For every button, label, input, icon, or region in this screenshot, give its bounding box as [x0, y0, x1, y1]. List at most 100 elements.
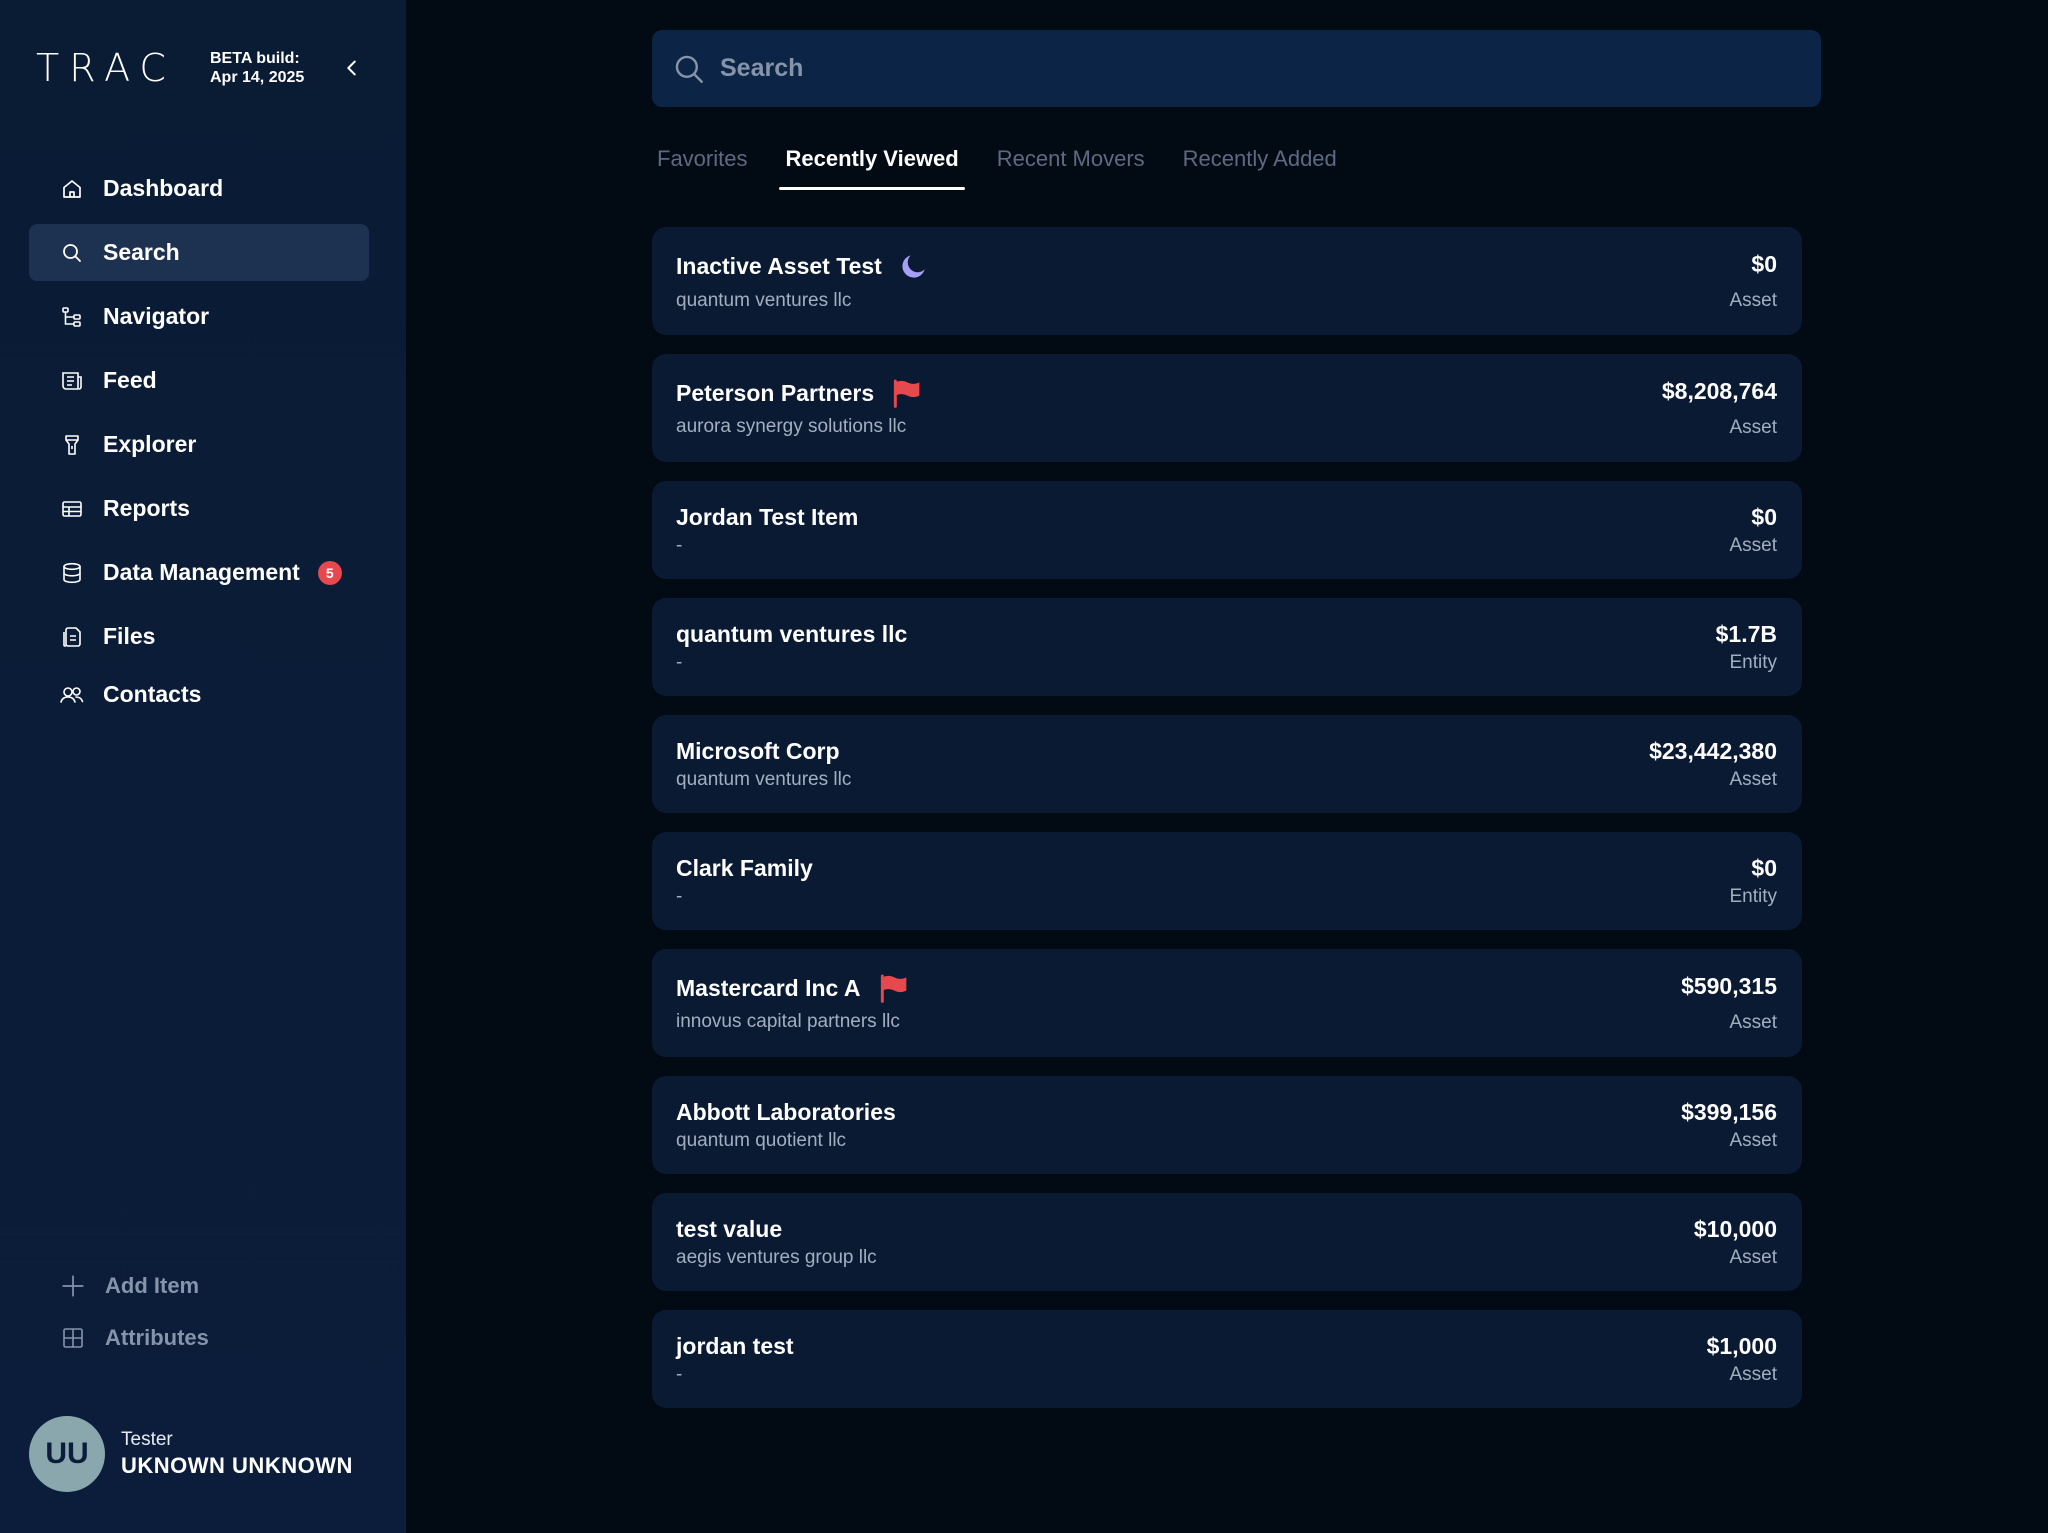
- list-item-type: Entity: [1729, 651, 1777, 673]
- list-item-subtitle: -: [676, 885, 683, 907]
- tab-recently-added[interactable]: Recently Added: [1182, 146, 1337, 171]
- list-item-subtitle: -: [676, 1363, 683, 1385]
- sidebar-item-search[interactable]: Search: [29, 224, 369, 281]
- user-text: Tester UKNOWN UNKNOWN: [121, 1429, 353, 1479]
- sidebar-item-label: Contacts: [103, 681, 202, 707]
- list-item-subtitle: aurora synergy solutions llc: [676, 416, 907, 437]
- tab-bar: Favorites Recently Viewed Recent Movers …: [657, 140, 1375, 190]
- list-item-title: Microsoft Corp: [676, 737, 840, 764]
- flag-icon: [890, 378, 922, 408]
- trac-logo: TRAC: [36, 46, 176, 90]
- sidebar-item-files[interactable]: Files: [29, 608, 369, 665]
- list-item-type: Asset: [1729, 1129, 1777, 1151]
- tab-recent-movers[interactable]: Recent Movers: [996, 146, 1145, 171]
- user-name: UKNOWN UNKNOWN: [121, 1453, 353, 1478]
- recently-viewed-list: Inactive Asset Test quantum ventures llc…: [652, 227, 1802, 1427]
- list-item-value: $1.7B: [1715, 620, 1777, 647]
- list-item-left: Mastercard Inc A innovus capital partner…: [676, 973, 909, 1033]
- list-item[interactable]: Peterson Partners aurora synergy solutio…: [652, 354, 1802, 462]
- home-icon: [59, 176, 85, 202]
- list-item-title: Inactive Asset Test: [676, 252, 882, 279]
- list-item-value: $0: [1751, 854, 1777, 881]
- contacts-icon: [59, 682, 85, 708]
- user-profile[interactable]: UU Tester UKNOWN UNKNOWN: [29, 1416, 353, 1492]
- list-item-type: Asset: [1729, 1246, 1777, 1268]
- sidebar-item-label: Files: [103, 623, 156, 649]
- list-item-left: Microsoft Corp quantum ventures llc: [676, 738, 851, 791]
- add-item-label: Add Item: [105, 1273, 200, 1298]
- sidebar-item-label: Dashboard: [103, 175, 224, 201]
- database-icon: [59, 560, 85, 586]
- sidebar-item-explorer[interactable]: Explorer: [29, 416, 369, 473]
- list-item[interactable]: Inactive Asset Test quantum ventures llc…: [652, 227, 1802, 335]
- list-item-value: $8,208,764: [1661, 377, 1777, 404]
- table-icon: [59, 496, 85, 522]
- list-item[interactable]: Mastercard Inc A innovus capital partner…: [652, 949, 1802, 1057]
- search-bar: [652, 30, 1821, 107]
- notification-badge: 5: [317, 560, 342, 585]
- list-item-right: $0 Entity: [1729, 855, 1777, 908]
- list-item-right: $1,000 Asset: [1707, 1333, 1777, 1386]
- list-item-left: Jordan Test Item -: [676, 504, 858, 557]
- list-item[interactable]: Microsoft Corp quantum ventures llc $23,…: [652, 715, 1802, 813]
- avatar: UU: [29, 1416, 105, 1492]
- search-input[interactable]: [720, 54, 1821, 83]
- brand-row: TRAC BETA build: Apr 14, 2025: [36, 46, 370, 90]
- list-item[interactable]: Clark Family - $0 Entity: [652, 832, 1802, 930]
- list-item[interactable]: Jordan Test Item - $0 Asset: [652, 481, 1802, 579]
- list-item-type: Asset: [1729, 416, 1777, 438]
- list-item-title: test value: [676, 1215, 783, 1242]
- sidebar-item-data-management[interactable]: Data Management 5: [29, 544, 369, 601]
- list-item-left: Clark Family -: [676, 855, 813, 908]
- main-content: Favorites Recently Viewed Recent Movers …: [406, 0, 2048, 1533]
- user-role: Tester: [121, 1429, 173, 1450]
- list-item-value: $23,442,380: [1649, 737, 1777, 764]
- sidebar: TRAC BETA build: Apr 14, 2025 Dashboard …: [0, 0, 406, 1533]
- search-icon: [59, 240, 85, 266]
- list-item-type: Asset: [1729, 534, 1777, 556]
- sidebar-item-contacts[interactable]: Contacts: [29, 666, 369, 723]
- list-item-title-row: Mastercard Inc A: [676, 973, 909, 1003]
- sidebar-item-feed[interactable]: Feed: [29, 352, 369, 409]
- list-item-title: Clark Family: [676, 854, 813, 881]
- list-item[interactable]: jordan test - $1,000 Asset: [652, 1310, 1802, 1408]
- list-item-subtitle: aegis ventures group llc: [676, 1246, 877, 1268]
- list-item-subtitle: quantum ventures llc: [676, 768, 852, 790]
- list-item[interactable]: quantum ventures llc - $1.7B Entity: [652, 598, 1802, 696]
- add-item-button[interactable]: Add Item: [29, 1260, 369, 1312]
- beta-build-date: Apr 14, 2025: [210, 69, 305, 86]
- tab-favorites[interactable]: Favorites: [657, 146, 748, 171]
- plus-icon: [59, 1272, 87, 1300]
- sidebar-item-navigator[interactable]: Navigator: [29, 288, 369, 345]
- sidebar-item-label: Explorer: [103, 431, 197, 457]
- list-item-right: $0 Asset: [1729, 251, 1777, 312]
- list-item-title: Mastercard Inc A: [676, 974, 861, 1001]
- attributes-button[interactable]: Attributes: [29, 1312, 369, 1364]
- sidebar-item-reports[interactable]: Reports: [29, 480, 369, 537]
- list-item[interactable]: test value aegis ventures group llc $10,…: [652, 1193, 1802, 1291]
- search-icon: [675, 55, 703, 83]
- list-item-value: $0: [1751, 503, 1777, 530]
- list-item-right: $590,315 Asset: [1681, 973, 1777, 1034]
- list-item-type: Asset: [1729, 1011, 1777, 1033]
- list-item-type: Asset: [1729, 289, 1777, 311]
- list-item-left: test value aegis ventures group llc: [676, 1216, 877, 1269]
- chevron-left-icon: [347, 60, 356, 76]
- list-item-value: $590,315: [1681, 972, 1777, 999]
- list-item-left: jordan test -: [676, 1333, 794, 1386]
- list-item-value: $0: [1751, 250, 1777, 277]
- sidebar-item-label: Reports: [103, 495, 190, 521]
- collapse-sidebar-button[interactable]: [334, 50, 370, 86]
- list-item-subtitle: quantum ventures llc: [676, 290, 852, 311]
- list-item[interactable]: Abbott Laboratories quantum quotient llc…: [652, 1076, 1802, 1174]
- list-item-value: $10,000: [1693, 1215, 1777, 1242]
- tab-recently-viewed[interactable]: Recently Viewed: [779, 140, 965, 190]
- list-item-title: jordan test: [676, 1332, 794, 1359]
- list-item-type: Entity: [1729, 885, 1777, 907]
- list-item-subtitle: innovus capital partners llc: [676, 1011, 900, 1032]
- attributes-label: Attributes: [105, 1325, 209, 1350]
- sidebar-item-dashboard[interactable]: Dashboard: [29, 160, 369, 217]
- list-item-type: Asset: [1729, 1363, 1777, 1385]
- feed-icon: [59, 368, 85, 394]
